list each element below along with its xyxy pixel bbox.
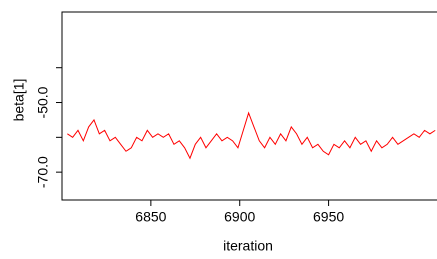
x-tick-label: 6900 xyxy=(224,209,255,225)
trace-line xyxy=(67,113,435,158)
x-tick-label: 6950 xyxy=(313,209,344,225)
y-tick-label: -50.0 xyxy=(35,86,51,118)
plot-frame xyxy=(62,12,437,200)
y-tick-label: -70.0 xyxy=(35,156,51,188)
x-tick-label: 6850 xyxy=(135,209,166,225)
chart: beta[1] iteration -70.0 -50.0 6850 6900 6950 xyxy=(0,0,437,259)
y-axis-label: beta[1] xyxy=(11,79,27,122)
x-axis-label: iteration xyxy=(223,238,273,254)
